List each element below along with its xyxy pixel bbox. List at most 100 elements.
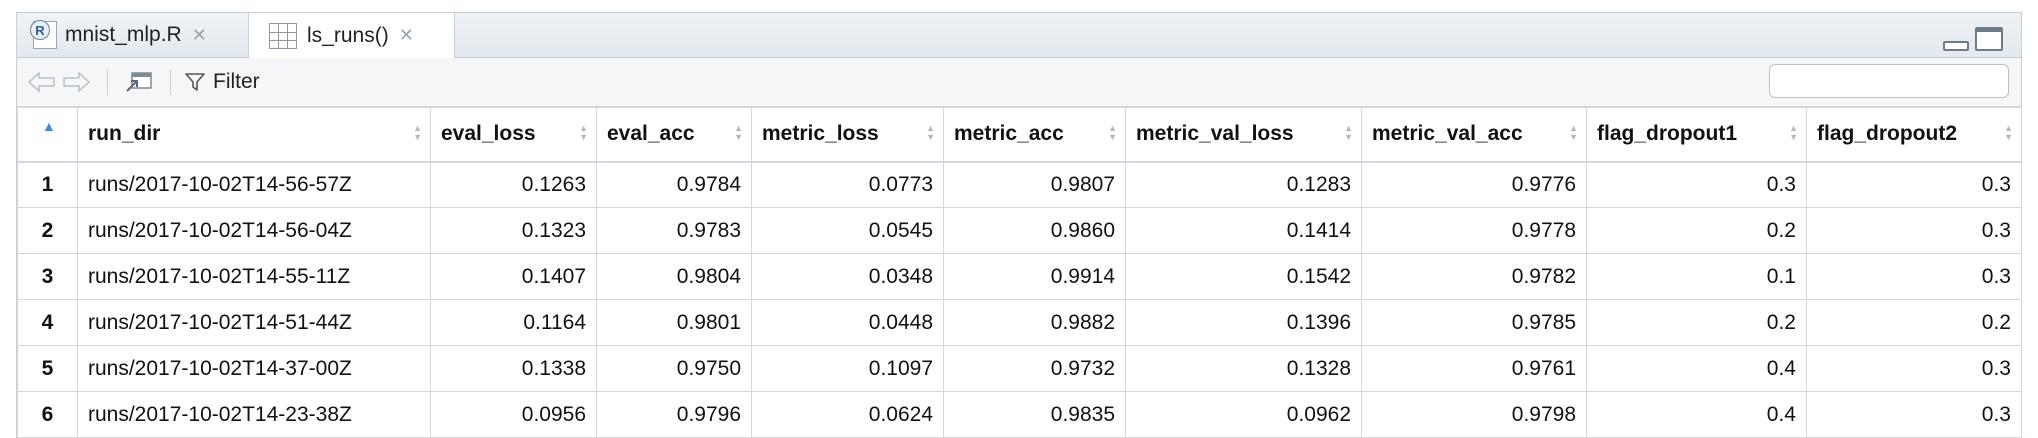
table-cell: 0.4 [1586, 391, 1807, 438]
sort-icon: ▲ ▼ [2004, 123, 2013, 142]
table-cell: 0.9914 [943, 253, 1126, 300]
table-cell: 0.9776 [1361, 161, 1587, 208]
table-cell: 0.1164 [430, 299, 597, 346]
table-cell: 0.3 [1806, 207, 2022, 254]
search-box[interactable] [1769, 64, 2024, 98]
table-cell: 0.1338 [430, 345, 597, 392]
table-cell: runs/2017-10-02T14-23-38Z [77, 391, 431, 438]
table-cell: 0.1263 [430, 161, 597, 208]
sort-icon: ▲ ▼ [579, 123, 588, 142]
column-header[interactable]: run_dir ▲ ▼ [77, 107, 431, 163]
table-cell: runs/2017-10-02T14-51-44Z [77, 299, 431, 346]
toolbar-separator [170, 69, 171, 95]
table-cell: 0.9732 [943, 345, 1126, 392]
tab-mnist-mlp[interactable]: R mnist_mlp.R ✕ [17, 13, 249, 57]
show-in-window-button[interactable] [122, 67, 156, 97]
table-cell: 0.9835 [943, 391, 1126, 438]
table-cell: 0.9801 [596, 299, 752, 346]
filter-button[interactable]: Filter [185, 70, 260, 94]
table-cell: 0.0545 [751, 207, 944, 254]
close-icon[interactable]: ✕ [398, 25, 414, 45]
table-row: 2 runs/2017-10-02T14-56-04Z 0.1323 0.978… [17, 207, 2022, 254]
back-button[interactable] [25, 67, 59, 97]
row-index: 3 [17, 253, 78, 300]
table-cell: 0.9782 [1361, 253, 1587, 300]
table-cell: 0.2 [1806, 299, 2022, 346]
table-cell: 0.1323 [430, 207, 597, 254]
r-file-icon: R [30, 20, 57, 49]
row-index: 4 [17, 299, 78, 346]
table-cell: 0.2 [1586, 207, 1807, 254]
toolbar: Filter [17, 58, 2024, 107]
close-icon[interactable]: ✕ [191, 24, 207, 45]
column-header[interactable]: flag_dropout1 ▲ ▼ [1586, 107, 1807, 163]
column-header[interactable]: metric_val_loss ▲ ▼ [1125, 107, 1362, 163]
table-cell: 0.2 [1586, 299, 1807, 346]
table-cell: 0.9804 [596, 253, 752, 300]
arrow-right-icon [63, 71, 91, 93]
row-index-header[interactable]: ▲ [17, 107, 78, 163]
table-cell: runs/2017-10-02T14-55-11Z [77, 253, 431, 300]
table-cell: 0.3 [1806, 391, 2022, 438]
arrow-left-icon [27, 71, 55, 93]
table-cell: 0.1396 [1125, 299, 1362, 346]
table-cell: 0.3 [1806, 345, 2022, 392]
toolbar-separator [107, 69, 108, 95]
column-header[interactable]: metric_val_acc ▲ ▼ [1361, 107, 1587, 163]
table-cell: 0.3 [1806, 161, 2022, 208]
sort-icon: ▲ ▼ [1789, 123, 1798, 142]
table-cell: 0.9750 [596, 345, 752, 392]
table-cell: 0.9882 [943, 299, 1126, 346]
search-input[interactable] [1788, 69, 2024, 93]
table-cell: 0.9796 [596, 391, 752, 438]
sort-icon: ▲ ▼ [1569, 123, 1578, 142]
sort-ascending-icon: ▲ [42, 118, 56, 134]
column-header[interactable]: eval_loss ▲ ▼ [430, 107, 597, 163]
table-cell: 0.0962 [1125, 391, 1362, 438]
tab-ls-runs[interactable]: ls_runs() ✕ [249, 13, 455, 58]
maximize-icon[interactable] [1975, 27, 2003, 51]
table-cell: 0.9798 [1361, 391, 1587, 438]
table-row: 5 runs/2017-10-02T14-37-00Z 0.1338 0.975… [17, 345, 2022, 392]
table-cell: 0.0348 [751, 253, 944, 300]
data-grid-icon [269, 22, 297, 49]
tab-strip: R mnist_mlp.R ✕ ls_runs() ✕ [17, 13, 2021, 58]
minimize-icon[interactable] [1943, 41, 1969, 51]
runs-table: ▲ run_dir ▲ ▼ eval_loss ▲ ▼ eval_acc ▲ ▼ metri… [17, 107, 2022, 438]
column-header[interactable]: eval_acc ▲ ▼ [596, 107, 752, 163]
table-cell: 0.9784 [596, 161, 752, 208]
table-cell: runs/2017-10-02T14-37-00Z [77, 345, 431, 392]
row-index: 5 [17, 345, 78, 392]
row-index: 6 [17, 391, 78, 438]
table-cell: 0.9761 [1361, 345, 1587, 392]
forward-button[interactable] [59, 67, 93, 97]
tab-label: ls_runs() [307, 23, 389, 47]
table-cell: 0.1542 [1125, 253, 1362, 300]
table-cell: 0.9783 [596, 207, 752, 254]
data-viewer-pane: R mnist_mlp.R ✕ ls_runs() ✕ [16, 12, 2024, 438]
table-cell: runs/2017-10-02T14-56-04Z [77, 207, 431, 254]
table-cell: 0.1328 [1125, 345, 1362, 392]
sort-icon: ▲ ▼ [1344, 123, 1353, 142]
sort-icon: ▲ ▼ [1108, 123, 1117, 142]
column-header[interactable]: metric_loss ▲ ▼ [751, 107, 944, 163]
row-index: 1 [17, 161, 78, 208]
table-cell: 0.9785 [1361, 299, 1587, 346]
table-cell: 0.1283 [1125, 161, 1362, 208]
funnel-icon [185, 73, 205, 91]
table-cell: runs/2017-10-02T14-56-57Z [77, 161, 431, 208]
popout-window-icon [126, 72, 152, 92]
table-cell: 0.0448 [751, 299, 944, 346]
sort-icon: ▲ ▼ [734, 123, 743, 142]
table-cell: 0.0773 [751, 161, 944, 208]
table-row: 1 runs/2017-10-02T14-56-57Z 0.1263 0.978… [17, 161, 2022, 208]
table-row: 6 runs/2017-10-02T14-23-38Z 0.0956 0.979… [17, 391, 2022, 438]
table-cell: 0.0956 [430, 391, 597, 438]
table-cell: 0.1407 [430, 253, 597, 300]
table-cell: 0.1 [1586, 253, 1807, 300]
column-header[interactable]: flag_dropout2 ▲ ▼ [1806, 107, 2022, 163]
table-cell: 0.4 [1586, 345, 1807, 392]
sort-icon: ▲ ▼ [926, 123, 935, 142]
column-header[interactable]: metric_acc ▲ ▼ [943, 107, 1126, 163]
table-cell: 0.1097 [751, 345, 944, 392]
